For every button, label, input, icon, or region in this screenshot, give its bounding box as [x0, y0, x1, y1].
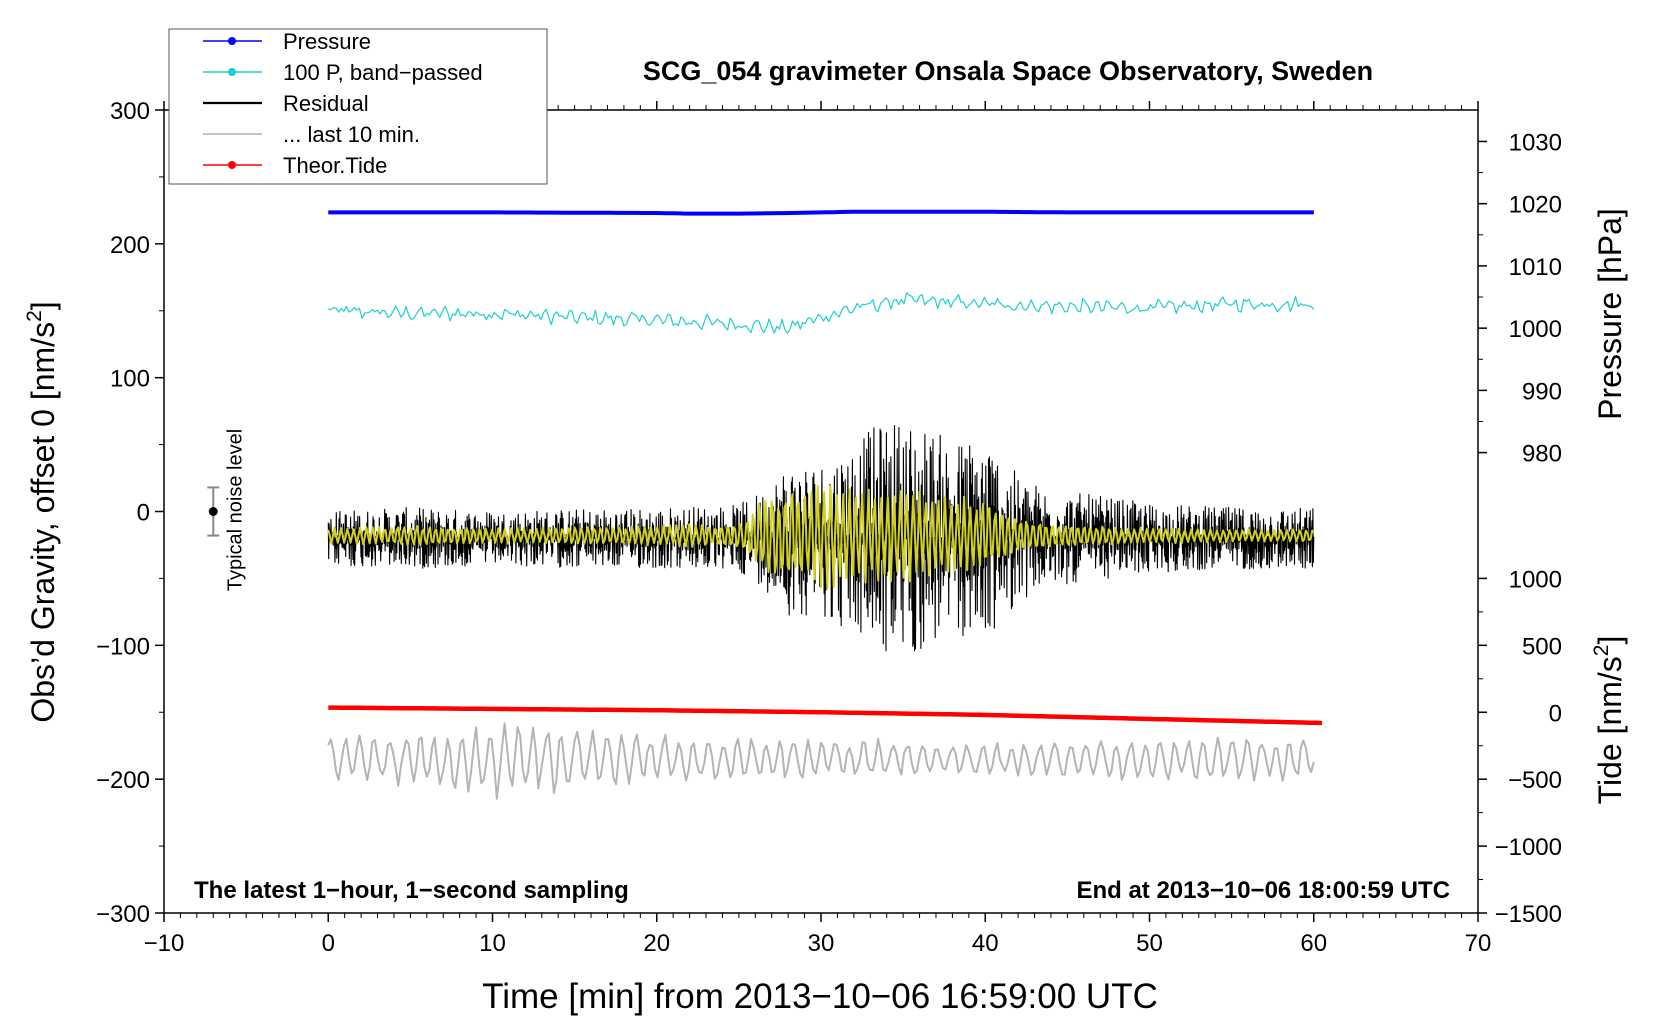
x-tick-label: 70 — [1465, 930, 1492, 957]
x-tick-label: −10 — [144, 930, 185, 957]
legend-box — [168, 28, 548, 185]
annotation-end-time: End at 2013−10−06 18:00:59 UTC — [1076, 877, 1450, 904]
y-tick-label: −100 — [96, 633, 150, 660]
legend: Pressure 100 P, band−passed Residual ... la… — [168, 28, 548, 185]
x-tick-label: 0 — [322, 930, 335, 957]
y-tick-label: 300 — [110, 98, 150, 125]
pressure-tick-label: 990 — [1522, 378, 1562, 405]
series-line-residual — [327, 425, 1315, 652]
legend-marker-100-p-band-passed — [228, 68, 236, 76]
series-line-pressure — [328, 209, 1314, 216]
tide-tick-label: 0 — [1549, 700, 1562, 727]
tide-axis-label-sup: 2 — [1590, 645, 1613, 657]
y-tick-label: −200 — [96, 767, 150, 794]
x-tick-label: 50 — [1136, 930, 1163, 957]
noise-indicator: Typical noise level — [207, 429, 246, 591]
series-line-100-p-band-passed — [328, 292, 1315, 334]
y-tick-label: −300 — [96, 901, 150, 928]
y-axis-label-left: Obs’d Gravity, offset 0 [nm/s2] — [23, 301, 61, 722]
legend-label-residual: Residual — [283, 91, 369, 116]
pressure-tick-label: 1010 — [1509, 254, 1562, 281]
x-axis-label: Time [min] from 2013−10−06 16:59:00 UTC — [482, 977, 1158, 1016]
legend-label-100-p-band-passed: 100 P, band−passed — [283, 60, 483, 85]
legend-marker-pressure — [228, 37, 236, 45]
x-tick-label: 40 — [972, 930, 999, 957]
pressure-tick-label: 980 — [1522, 441, 1562, 468]
legend-label-pressure: Pressure — [283, 29, 371, 54]
y-tick-label: 100 — [110, 366, 150, 393]
noise-label: Typical noise level — [224, 429, 246, 591]
tide-axis-label-main: Tide [nm/s — [1592, 656, 1628, 804]
tide-tick-label: −1000 — [1495, 834, 1562, 861]
tick-layer: −10 0 10 20 30 40 50 60 70−300−200−1000100200300… — [96, 98, 1562, 957]
tide-tick-label: −1500 — [1495, 901, 1562, 928]
x-tick-label: 30 — [808, 930, 835, 957]
chart-title: SCG_054 gravimeter Onsala Space Observat… — [643, 56, 1373, 86]
legend-label-last-10-min: ... last 10 min. — [283, 122, 420, 147]
x-tick-label: 20 — [643, 930, 670, 957]
series-layer — [327, 209, 1323, 800]
series-line-theor-tide — [328, 705, 1323, 726]
y-axis-label-left-end: ] — [25, 301, 61, 310]
tide-axis-label-end: ] — [1592, 636, 1628, 645]
y-axis-label-left-sup: 2 — [23, 310, 46, 322]
x-tick-label: 60 — [1300, 930, 1327, 957]
y-tick-label: 0 — [137, 500, 150, 527]
tide-tick-label: 1000 — [1509, 566, 1562, 593]
tide-tick-label: 500 — [1522, 633, 1562, 660]
noise-point — [208, 507, 218, 516]
pressure-tick-label: 1020 — [1509, 192, 1562, 219]
pressure-tick-label: 1030 — [1509, 129, 1562, 156]
y-axis-label-left-main: Obs’d Gravity, offset 0 [nm/s — [25, 322, 61, 723]
y-tick-label: 200 — [110, 232, 150, 259]
tide-tick-label: −500 — [1508, 767, 1562, 794]
tide-axis-label: Tide [nm/s2] — [1590, 636, 1628, 805]
series-line-last-10-min — [327, 722, 1315, 800]
legend-label-theor-tide: Theor.Tide — [283, 153, 387, 178]
x-tick-label: 10 — [479, 930, 506, 957]
pressure-axis-label: Pressure [hPa] — [1592, 208, 1628, 420]
pressure-tick-label: 1000 — [1509, 316, 1562, 343]
series-line-residual-band-passed — [327, 485, 1315, 590]
annotation-latest-hour: The latest 1−hour, 1−second sampling — [194, 877, 629, 904]
legend-marker-theor-tide — [228, 161, 236, 169]
